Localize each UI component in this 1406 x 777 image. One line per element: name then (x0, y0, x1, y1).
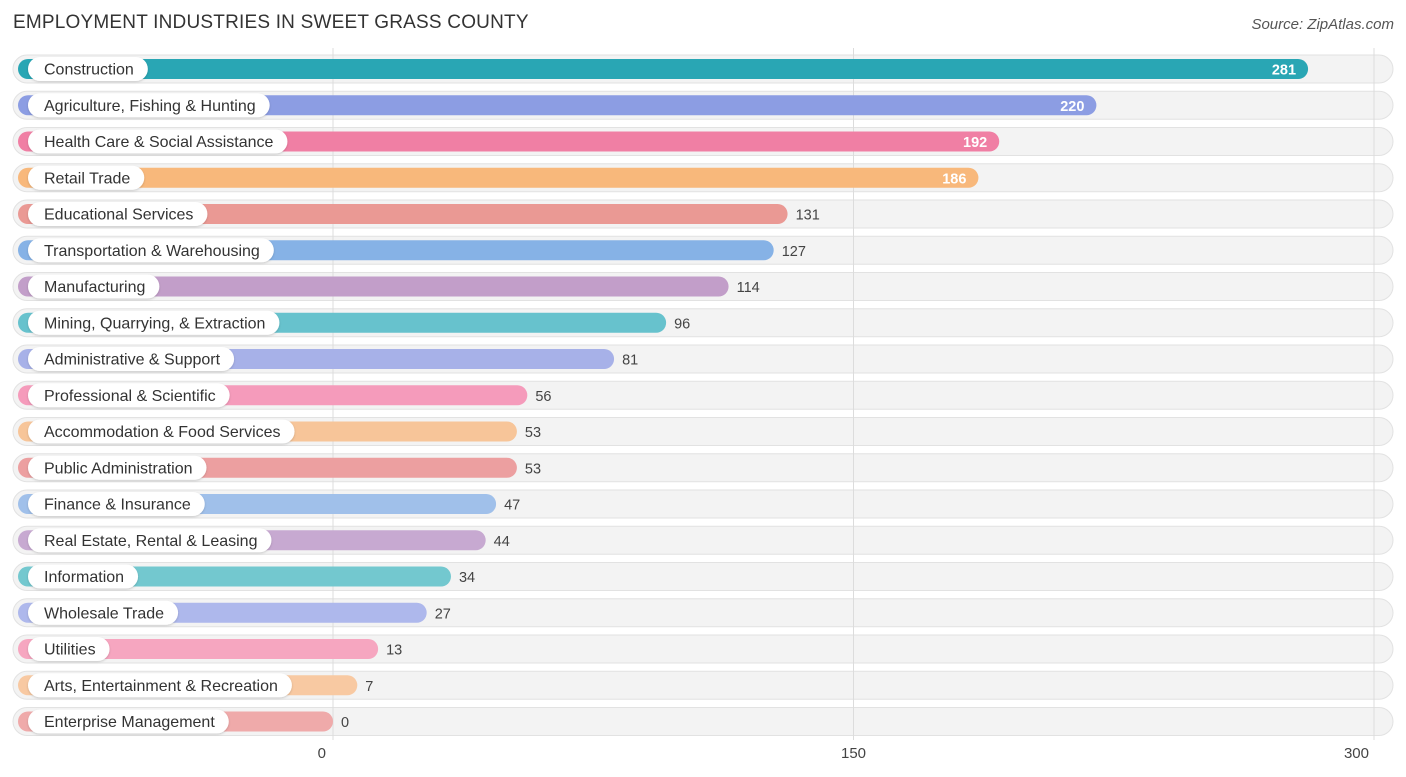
category-label-pill (28, 347, 235, 371)
category-label-pill (28, 202, 208, 226)
category-label: Public Administration (44, 460, 193, 477)
chart-title: EMPLOYMENT INDUSTRIES IN SWEET GRASS COU… (13, 12, 529, 33)
category-label: Accommodation & Food Services (44, 424, 281, 441)
category-label-pill (28, 492, 205, 516)
row-background (12, 707, 1394, 736)
value-label: 53 (525, 425, 541, 441)
value-label: 53 (525, 461, 541, 477)
category-label: Retail Trade (44, 170, 130, 187)
value-label: 56 (535, 389, 551, 405)
source-label: Source: ZipAtlas.com (1251, 16, 1394, 33)
value-label: 44 (494, 534, 510, 550)
category-label: Manufacturing (44, 279, 145, 296)
category-label-pill (28, 383, 230, 408)
category-label: Utilities (44, 642, 96, 659)
category-label: Wholesale Trade (44, 605, 164, 622)
value-label: 47 (504, 498, 520, 514)
category-label-pill (28, 238, 274, 263)
category-label-pill (28, 57, 148, 81)
category-label: Mining, Quarrying, & Extraction (44, 315, 265, 332)
category-label: Health Care & Social Assistance (44, 134, 274, 151)
category-label: Transportation & Warehousing (44, 243, 260, 260)
category-label: Information (44, 569, 124, 586)
value-label: 27 (435, 606, 451, 622)
value-label: 186 (942, 171, 966, 187)
value-label: 127 (782, 244, 806, 260)
value-label: 0 (341, 715, 349, 731)
bar[interactable] (18, 59, 1309, 79)
category-label-pill (28, 274, 160, 299)
category-label: Arts, Entertainment & Recreation (44, 678, 278, 695)
x-tick-label: 0 (318, 745, 326, 762)
value-label: 114 (737, 280, 760, 296)
bar[interactable] (18, 167, 979, 188)
category-label-pill (28, 165, 145, 190)
category-label-pill (28, 455, 207, 480)
category-label: Real Estate, Rental & Leasing (44, 533, 257, 550)
category-label-pill (28, 129, 288, 154)
category-label: Professional & Scientific (44, 388, 216, 405)
category-label: Educational Services (44, 207, 193, 224)
value-label: 13 (386, 643, 402, 659)
x-tick-label: 300 (1344, 745, 1369, 762)
value-label: 34 (459, 570, 475, 586)
value-label: 81 (622, 353, 638, 369)
value-label: 96 (674, 316, 690, 332)
category-label-pill (28, 600, 179, 625)
category-label-pill (28, 528, 272, 553)
bar[interactable] (18, 276, 729, 297)
value-label: 281 (1272, 63, 1296, 79)
category-label-pill (28, 637, 110, 661)
bar[interactable] (18, 204, 788, 224)
category-label: Finance & Insurance (44, 497, 191, 514)
x-tick-label: 150 (841, 745, 866, 762)
category-label: Enterprise Management (44, 714, 215, 731)
row-background (12, 670, 1394, 700)
bar[interactable] (18, 95, 1097, 116)
value-label: 7 (365, 679, 373, 695)
category-label-pill (28, 673, 292, 698)
value-label: 131 (796, 208, 820, 224)
category-label: Construction (44, 62, 134, 79)
category-label-pill (28, 709, 229, 734)
category-label-pill (28, 564, 139, 589)
category-label-pill (28, 310, 280, 335)
category-label: Agriculture, Fishing & Hunting (44, 98, 256, 115)
category-label-pill (28, 93, 270, 118)
category-label-pill (28, 419, 295, 444)
value-label: 192 (963, 135, 987, 151)
value-label: 220 (1060, 99, 1084, 115)
category-label: Administrative & Support (44, 352, 221, 369)
